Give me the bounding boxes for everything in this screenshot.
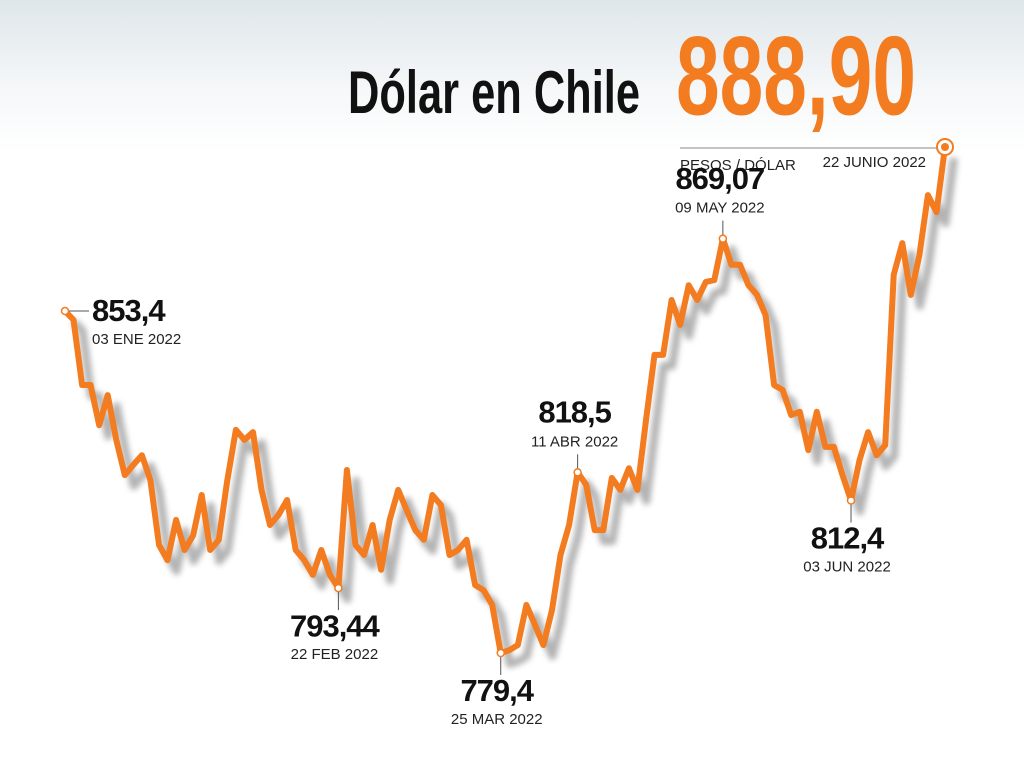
data-line <box>62 144 948 656</box>
value-label: 869,07 <box>675 161 764 196</box>
date-label: 11 ABR 2022 <box>531 433 618 450</box>
date-label: 22 FEB 2022 <box>291 646 379 663</box>
point-marker <box>573 468 582 477</box>
value-label: 812,4 <box>811 521 885 556</box>
date-label: 03 ENE 2022 <box>92 331 181 348</box>
point-marker <box>496 648 505 658</box>
headline-value: 888,90 <box>676 14 916 139</box>
value-label: 853,4 <box>92 293 166 328</box>
point-marker <box>941 143 949 151</box>
unit-label: PESOS / DÓLAR <box>680 157 796 174</box>
headline-date: 22 JUNIO 2022 <box>823 154 926 171</box>
value-label: 779,4 <box>460 673 534 708</box>
value-label: 818,5 <box>538 395 611 430</box>
value-label: 793,44 <box>290 608 381 643</box>
date-label: 25 MAR 2022 <box>451 711 543 728</box>
point-marker <box>846 496 856 505</box>
chart-title: Dólar en Chile <box>348 59 640 126</box>
point-marker <box>60 306 70 316</box>
point-marker <box>334 583 343 593</box>
line-shadow <box>71 157 958 668</box>
point-marker <box>718 234 728 243</box>
date-label: 03 JUN 2022 <box>803 558 891 575</box>
date-label: 09 MAY 2022 <box>675 200 765 217</box>
